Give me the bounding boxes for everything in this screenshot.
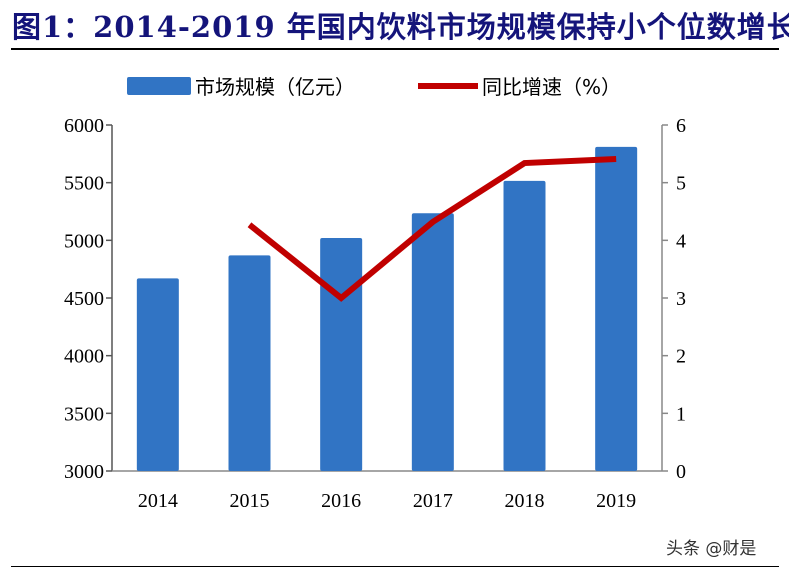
left-tick-label: 4500 — [64, 288, 104, 310]
right-tick-label: 6 — [676, 115, 686, 137]
x-tick-label: 2018 — [505, 490, 545, 512]
right-tick-label: 5 — [676, 173, 686, 195]
watermark: 头条 @财是 — [666, 539, 757, 559]
bar — [503, 180, 546, 472]
x-tick-label: 2017 — [413, 490, 453, 512]
left-tick-label: 5000 — [64, 230, 104, 252]
chart-title: 图1：2014-2019 年国内饮料市场规模保持小个位数增长 — [12, 10, 789, 44]
left-tick-label: 4000 — [64, 346, 104, 368]
title-divider — [11, 48, 779, 50]
right-tick-label: 1 — [676, 403, 686, 425]
right-tick-label: 3 — [676, 288, 686, 310]
x-tick-label: 2014 — [138, 490, 178, 512]
left-tick-label: 3500 — [64, 403, 104, 425]
x-tick-label: 2016 — [321, 490, 361, 512]
right-tick-label: 2 — [676, 346, 686, 368]
right-tick-label: 4 — [676, 230, 686, 252]
x-tick-label: 2015 — [230, 490, 270, 512]
left-tick-label: 3000 — [64, 461, 104, 483]
bottom-divider — [11, 566, 779, 567]
bar — [320, 238, 363, 471]
left-tick-label: 6000 — [64, 115, 104, 137]
legend-swatch-bar — [127, 77, 191, 95]
bar — [228, 255, 271, 471]
bar — [595, 146, 638, 471]
bar — [411, 213, 454, 472]
legend-label-bar: 市场规模（亿元） — [195, 75, 355, 99]
bar — [136, 278, 179, 471]
legend-label-line: 同比增速（%） — [482, 75, 621, 99]
right-tick-label: 0 — [676, 461, 686, 483]
left-tick-label: 5500 — [64, 173, 104, 195]
x-tick-label: 2019 — [596, 490, 636, 512]
